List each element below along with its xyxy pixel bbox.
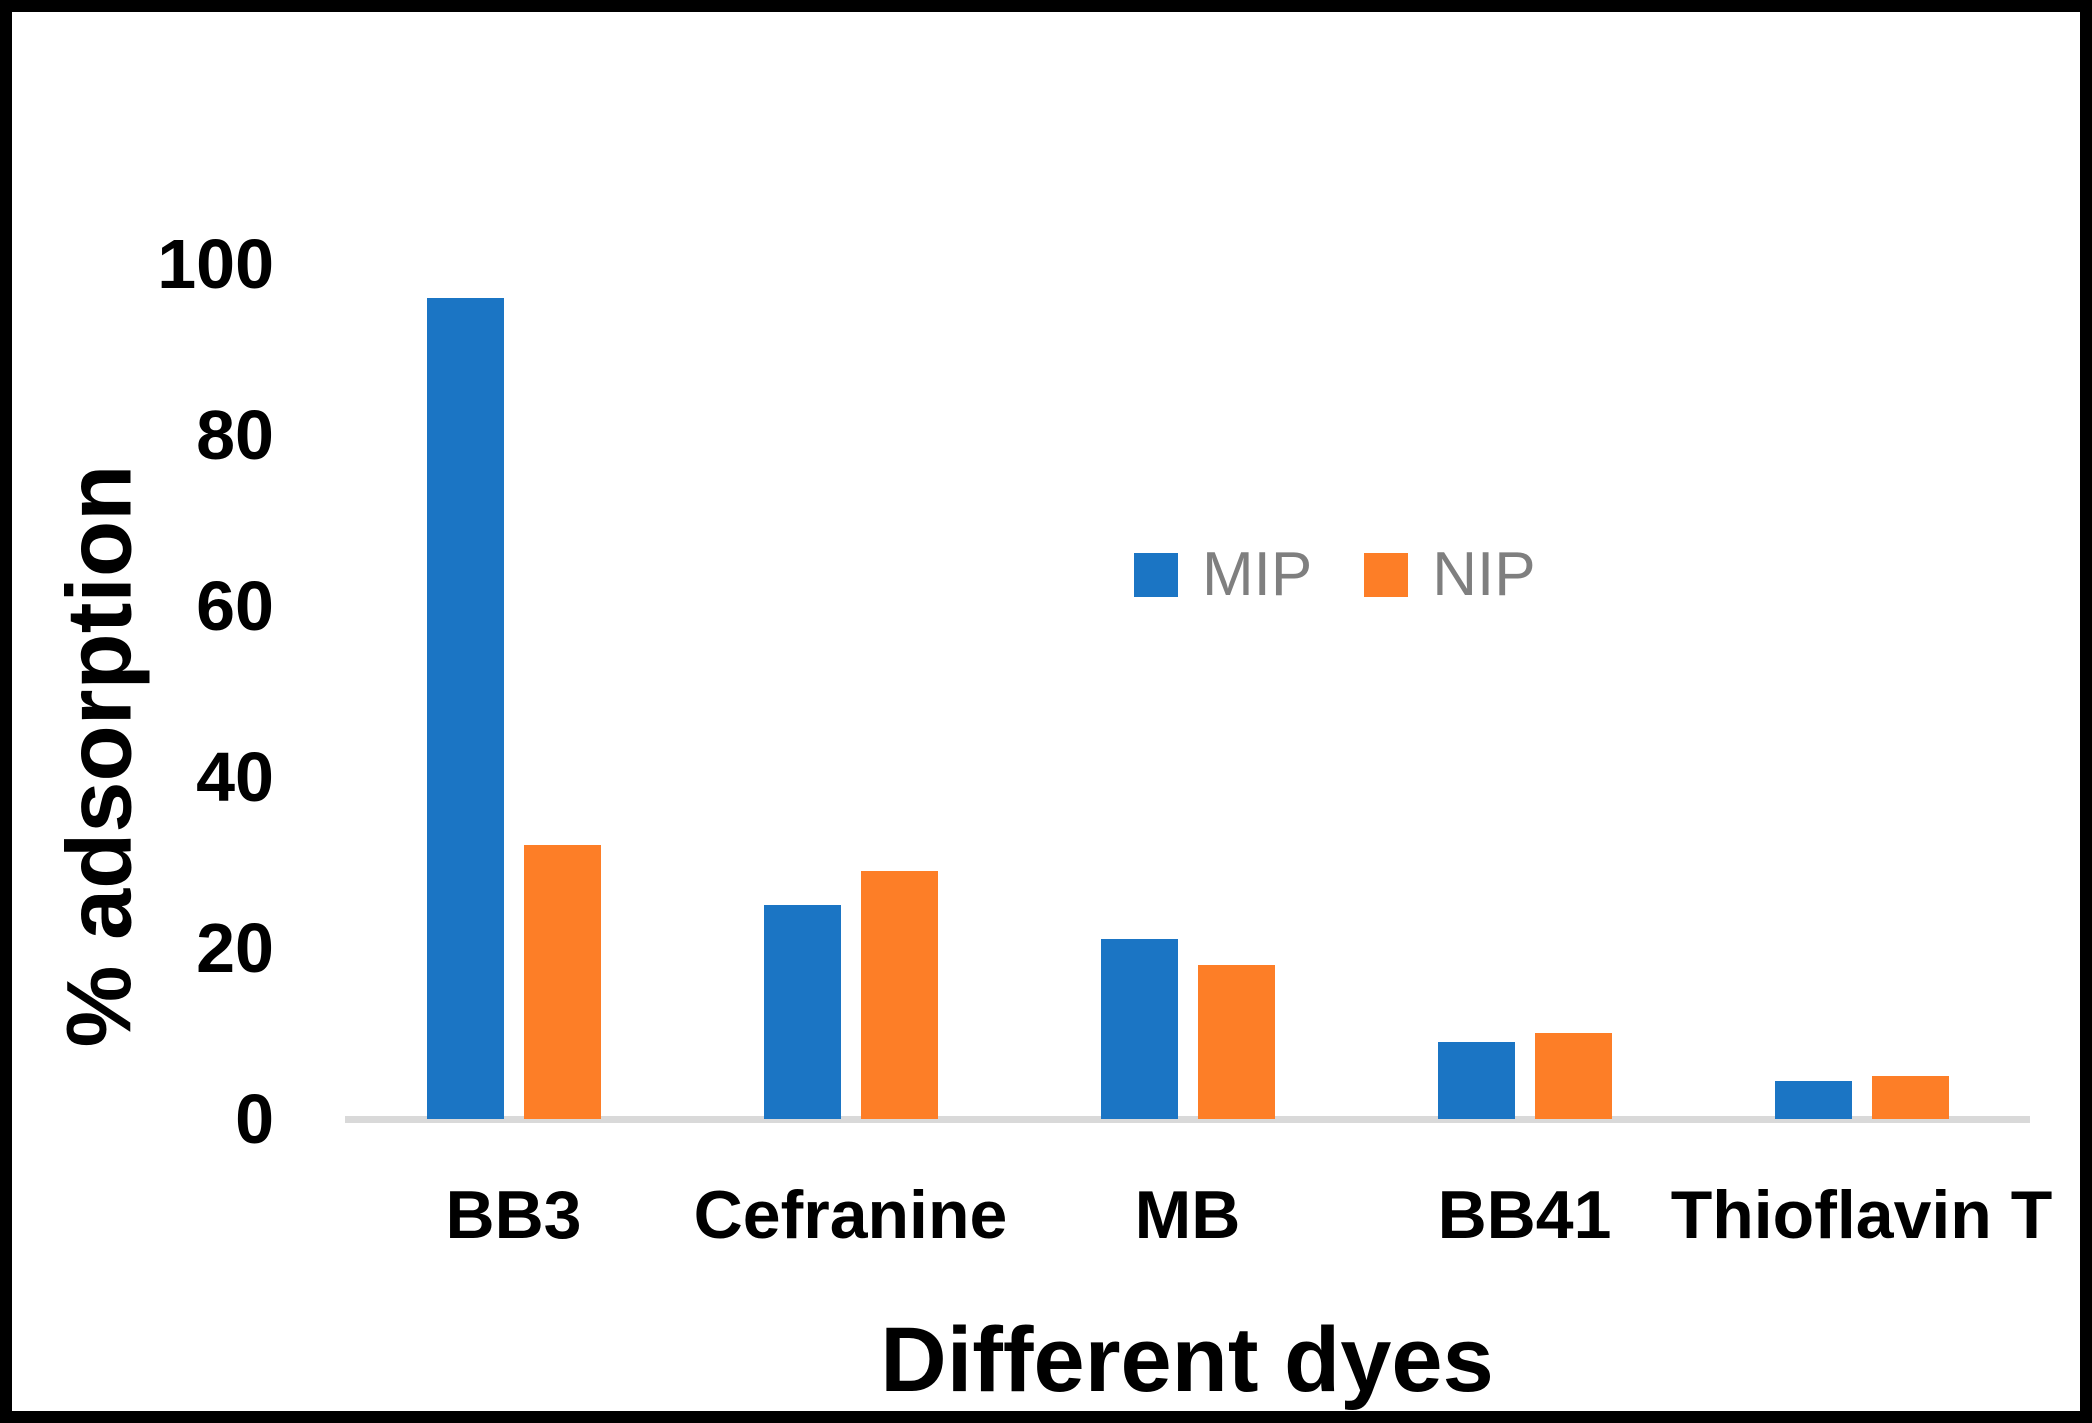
legend-swatch-mip <box>1134 553 1178 597</box>
legend: MIP NIP <box>1134 544 1536 606</box>
bar-mip-bb3 <box>427 298 504 1119</box>
bar-nip-thioflavin-t <box>1872 1076 1949 1119</box>
legend-item-nip: NIP <box>1364 540 1536 609</box>
y-tick-0: 0 <box>235 1080 274 1158</box>
category-label-bb3: BB3 <box>445 1177 582 1253</box>
y-tick-40: 40 <box>196 738 274 816</box>
y-tick-100: 100 <box>157 225 274 303</box>
bar-mip-mb <box>1101 939 1178 1119</box>
category-label-mb: MB <box>1134 1177 1241 1253</box>
bar-nip-cefranine <box>861 871 938 1119</box>
x-axis-line <box>345 1116 2030 1123</box>
bar-nip-bb41 <box>1535 1033 1612 1119</box>
y-tick-80: 80 <box>196 396 274 474</box>
category-label-thioflavin-t: Thioflavin T <box>1670 1177 2053 1253</box>
category-label-bb41: BB41 <box>1437 1177 1612 1253</box>
bar-mip-cefranine <box>764 905 841 1119</box>
legend-swatch-nip <box>1364 553 1409 597</box>
y-tick-20: 20 <box>196 909 274 987</box>
legend-label-mip: MIP <box>1202 540 1313 609</box>
y-tick-60: 60 <box>196 567 274 645</box>
bar-mip-bb41 <box>1438 1042 1515 1119</box>
category-label-cefranine: Cefranine <box>693 1177 1008 1253</box>
bar-mip-thioflavin-t <box>1775 1081 1852 1119</box>
bar-nip-mb <box>1198 965 1275 1119</box>
legend-item-mip: MIP <box>1134 544 1312 606</box>
bar-nip-bb3 <box>524 845 601 1119</box>
legend-label-nip: NIP <box>1432 540 1536 609</box>
x-axis-title: Different dyes <box>880 1309 1494 1411</box>
